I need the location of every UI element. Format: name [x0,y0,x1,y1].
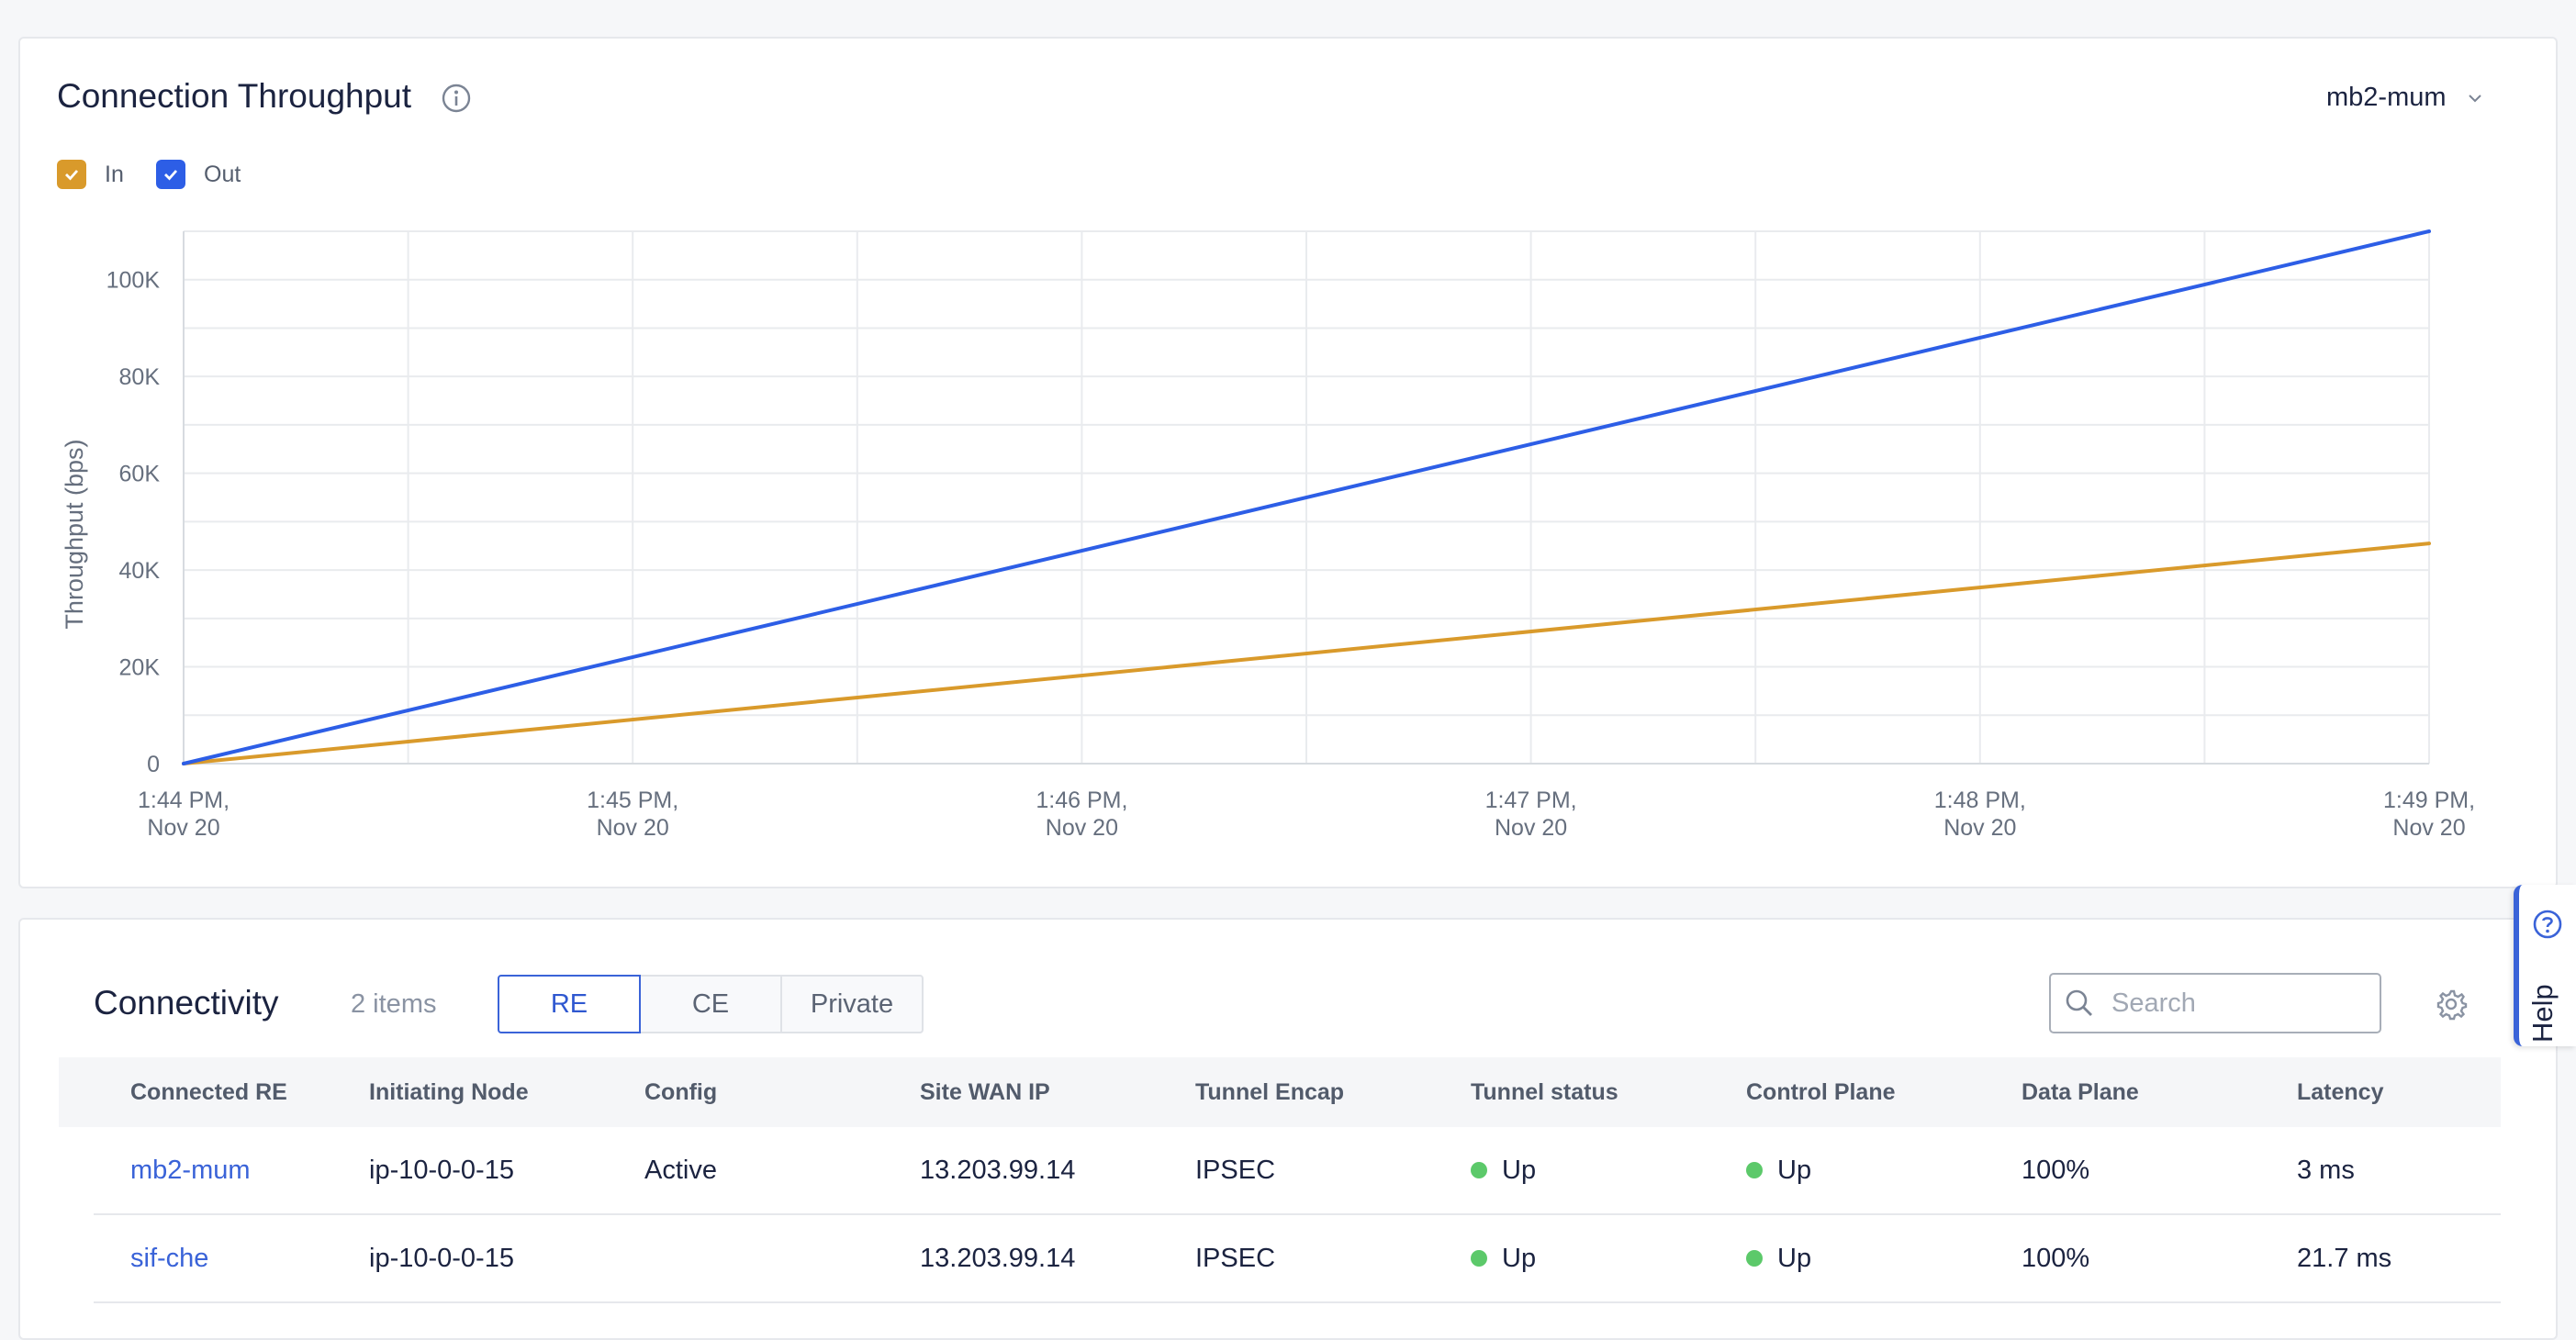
legend-in-label: In [105,161,124,187]
legend-out[interactable]: Out [156,160,241,189]
control-plane-text: Up [1777,1243,1812,1273]
initiating-node: ip-10-0-0-15 [369,1155,514,1185]
control-plane-status: Up [1746,1127,1811,1213]
x-tick-label: 1:47 PM, [1485,787,1577,813]
help-tab[interactable]: Help [2514,885,2576,1046]
check-icon [65,170,79,181]
site-wan-ip: 13.203.99.14 [920,1155,1076,1185]
status-dot-icon [1471,1250,1487,1267]
gear-icon[interactable] [2435,988,2468,1021]
x-tick-label: 1:48 PM, [1934,787,2026,813]
connection-type-tabs: RE CE Private [498,975,924,1033]
status-dot-icon [1746,1250,1763,1267]
col-tunnel-status[interactable]: Tunnel status [1471,1078,1618,1105]
tunnel-status: Up [1471,1215,1536,1301]
search-icon [2066,989,2092,1016]
search-input[interactable] [2110,987,2343,1020]
y-axis-label: Throughput (bps) [61,439,88,629]
col-connected-re[interactable]: Connected RE [130,1078,287,1105]
tab-private[interactable]: Private [780,975,924,1033]
x-tick-label: 1:49 PM, [2383,787,2475,813]
help-label: Help [2526,984,2559,1043]
connectivity-card: Connectivity 2 items RE CE Private Conne… [18,918,2558,1340]
latency: 3 ms [2297,1155,2355,1185]
col-latency[interactable]: Latency [2297,1078,2384,1105]
x-tick-label: Nov 20 [597,815,669,841]
legend-out-checkbox[interactable] [156,160,185,189]
col-control-plane[interactable]: Control Plane [1746,1078,1896,1105]
x-tick-label: 1:45 PM, [587,787,678,813]
data-plane: 100% [2022,1243,2090,1273]
table-header: Connected RE Initiating Node Config Site… [59,1057,2501,1127]
col-tunnel-encap[interactable]: Tunnel Encap [1195,1078,1345,1105]
col-site-wan-ip[interactable]: Site WAN IP [920,1078,1050,1105]
col-config[interactable]: Config [644,1078,718,1105]
connected-re-link[interactable]: mb2-mum [130,1155,251,1185]
col-data-plane[interactable]: Data Plane [2022,1078,2139,1105]
x-tick-label: 1:46 PM, [1036,787,1127,813]
tunnel-status: Up [1471,1127,1536,1213]
item-count: 2 items [351,989,437,1019]
series-line-out [182,229,2431,765]
site-dropdown[interactable]: mb2-mum [2326,83,2483,113]
x-tick-label: Nov 20 [1495,815,1567,841]
y-tick-label: 20K [119,655,161,681]
site-dropdown-value: mb2-mum [2326,83,2447,112]
x-tick-label: Nov 20 [2392,815,2465,841]
connectivity-title: Connectivity [94,984,279,1022]
tunnel-status-text: Up [1502,1155,1537,1185]
chevron-down-icon [2468,94,2481,102]
table-row[interactable]: sif-che ip-10-0-0-15 13.203.99.14 IPSEC … [94,1215,2501,1303]
control-plane-status: Up [1746,1215,1811,1301]
tab-re[interactable]: RE [498,975,641,1033]
status-dot-icon [1471,1162,1487,1178]
throughput-title: Connection Throughput [57,77,412,115]
tunnel-encap: IPSEC [1195,1243,1276,1273]
site-wan-ip: 13.203.99.14 [920,1243,1076,1273]
legend-out-label: Out [204,161,241,187]
y-tick-label: 60K [119,462,161,487]
connected-re-link[interactable]: sif-che [130,1243,209,1273]
search-box[interactable] [2049,973,2381,1033]
table-row[interactable]: mb2-mum ip-10-0-0-15 Active 13.203.99.14… [94,1127,2501,1215]
series-line-in [182,542,2431,765]
legend-in-checkbox[interactable] [57,160,86,189]
initiating-node: ip-10-0-0-15 [369,1243,514,1273]
y-tick-label: 40K [119,558,161,584]
info-icon[interactable] [441,83,472,114]
x-tick-label: 1:44 PM, [138,787,230,813]
tunnel-status-text: Up [1502,1243,1537,1273]
config-value: Active [644,1155,717,1185]
throughput-card: Connection Throughput mb2-mum In Out 0 20… [18,37,2558,888]
x-tick-label: Nov 20 [147,815,219,841]
help-icon [2533,910,2562,939]
tab-ce[interactable]: CE [639,975,782,1033]
status-dot-icon [1746,1162,1763,1178]
legend-in[interactable]: In [57,160,124,189]
y-tick-label: 80K [119,364,161,390]
x-tick-label: Nov 20 [1046,815,1118,841]
col-initiating-node[interactable]: Initiating Node [369,1078,529,1105]
check-icon [164,170,178,181]
latency: 21.7 ms [2297,1243,2392,1273]
data-plane: 100% [2022,1155,2090,1185]
y-tick-label: 0 [147,752,160,777]
x-tick-label: Nov 20 [1943,815,2016,841]
y-tick-label: 100K [106,268,161,294]
control-plane-text: Up [1777,1155,1812,1185]
tunnel-encap: IPSEC [1195,1155,1276,1185]
